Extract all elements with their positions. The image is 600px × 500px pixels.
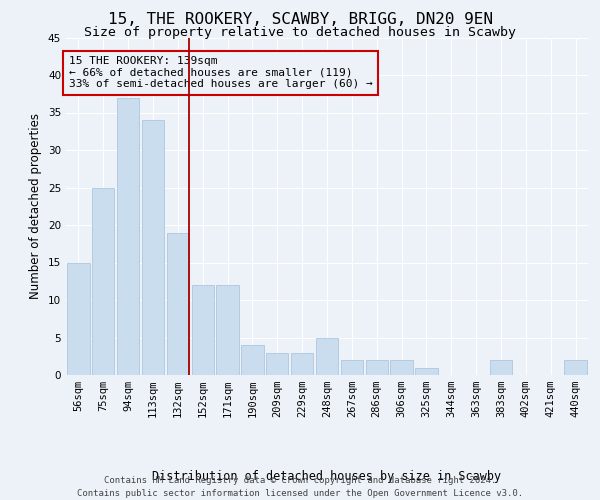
Bar: [291, 352, 313, 375]
Text: Size of property relative to detached houses in Scawby: Size of property relative to detached ho…: [84, 26, 516, 39]
Bar: [341, 360, 363, 375]
Bar: [167, 232, 189, 375]
Bar: [142, 120, 164, 375]
Bar: [266, 352, 289, 375]
Bar: [391, 360, 413, 375]
Bar: [217, 285, 239, 375]
X-axis label: Distribution of detached houses by size in Scawby: Distribution of detached houses by size …: [152, 470, 502, 483]
Text: 15 THE ROOKERY: 139sqm
← 66% of detached houses are smaller (119)
33% of semi-de: 15 THE ROOKERY: 139sqm ← 66% of detached…: [68, 56, 373, 90]
Bar: [565, 360, 587, 375]
Bar: [117, 98, 139, 375]
Bar: [365, 360, 388, 375]
Text: 15, THE ROOKERY, SCAWBY, BRIGG, DN20 9EN: 15, THE ROOKERY, SCAWBY, BRIGG, DN20 9EN: [107, 12, 493, 28]
Bar: [316, 338, 338, 375]
Bar: [67, 262, 89, 375]
Bar: [241, 345, 263, 375]
Bar: [490, 360, 512, 375]
Y-axis label: Number of detached properties: Number of detached properties: [29, 114, 43, 299]
Bar: [92, 188, 115, 375]
Bar: [415, 368, 437, 375]
Text: Contains HM Land Registry data © Crown copyright and database right 2024.
Contai: Contains HM Land Registry data © Crown c…: [77, 476, 523, 498]
Bar: [191, 285, 214, 375]
